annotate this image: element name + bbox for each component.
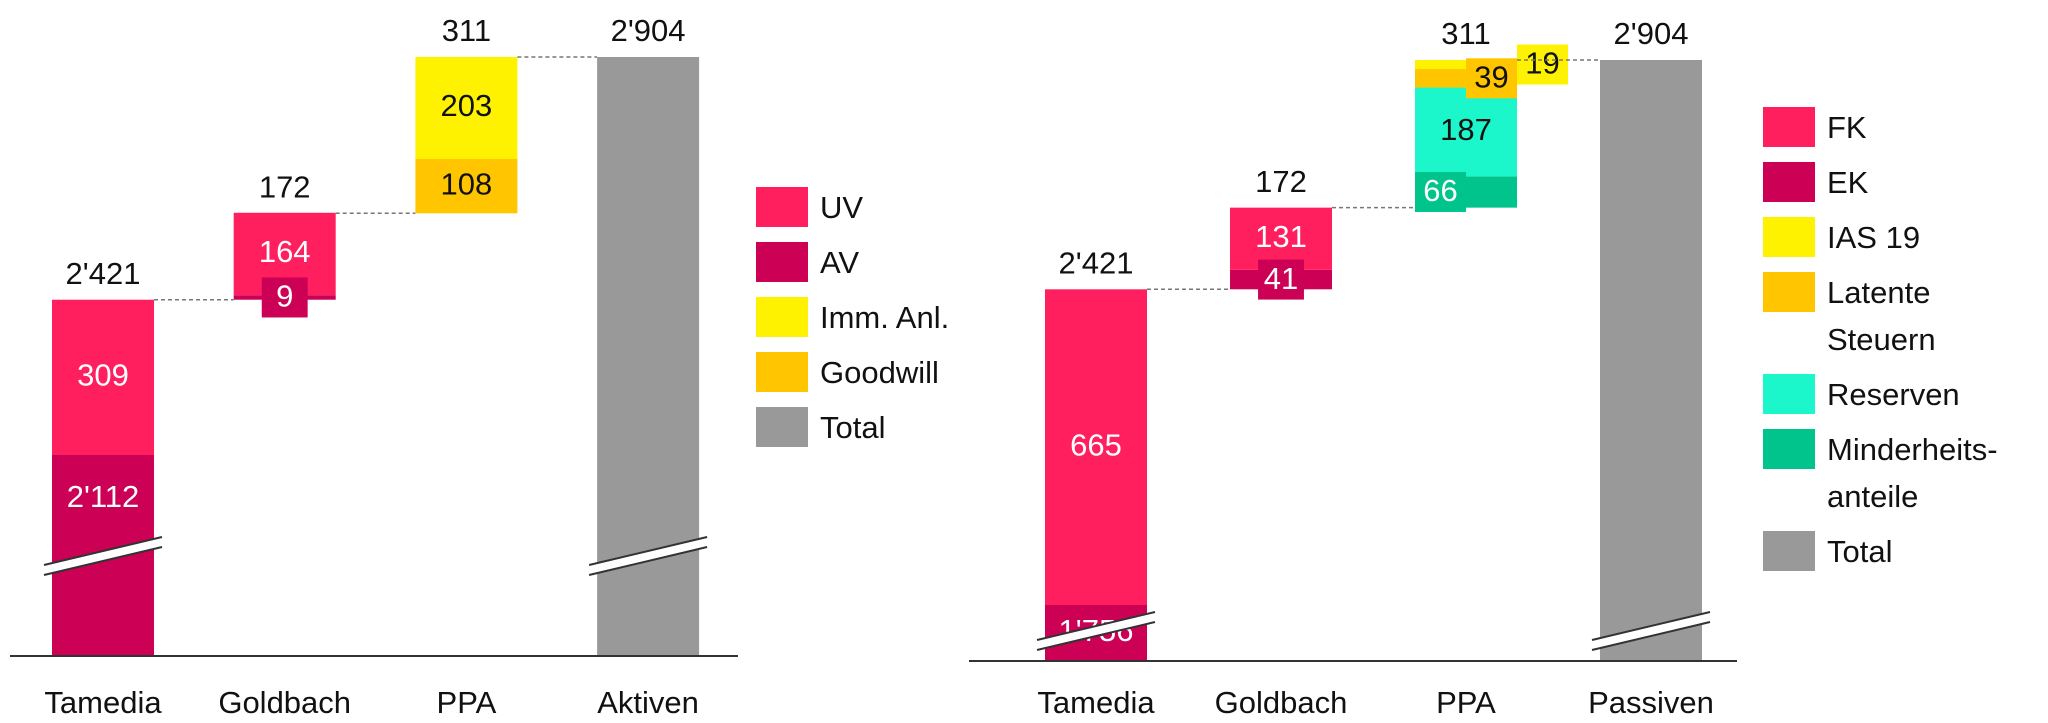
total-label: 172: [259, 169, 311, 204]
x-tick-label: Tamedia: [1037, 685, 1155, 720]
axis-break-line: [588, 536, 708, 566]
value-label: 41: [1264, 261, 1298, 296]
total-label: 311: [1441, 16, 1490, 51]
axis-break: [589, 537, 708, 575]
legend-item: Minderheits-anteile: [1763, 426, 2027, 520]
value-tab: [1517, 44, 1568, 85]
axis-break: [1037, 612, 1155, 650]
value-label: 187: [1440, 112, 1492, 147]
legend-item: IAS 19: [1763, 214, 2027, 261]
x-tick-label: Goldbach: [1215, 685, 1348, 720]
axis-break-line: [1036, 611, 1156, 641]
axis-break-line: [588, 546, 708, 576]
bar-total: [1600, 60, 1702, 661]
axis-break-line: [1036, 621, 1156, 651]
legend-label: FK: [1827, 110, 1867, 145]
value-label: 2'112: [67, 479, 140, 514]
legend-swatch: [1763, 272, 1815, 312]
legend-swatch: [1763, 429, 1815, 469]
bar-segment: [52, 299, 154, 455]
axis-break-line: [1591, 611, 1711, 641]
legend-item: Reserven: [1763, 371, 2027, 418]
legend-label: UV: [820, 190, 864, 225]
legend-swatch: [1763, 162, 1815, 202]
bar-segment: [1045, 289, 1147, 605]
total-label: 2'904: [1614, 16, 1689, 51]
axis-break: [1592, 612, 1710, 650]
legend-swatch: [1763, 531, 1815, 571]
legend-label: AV: [820, 245, 860, 280]
value-tab: [1415, 171, 1466, 212]
legend-swatch: [1763, 107, 1815, 147]
value-label: 66: [1423, 173, 1457, 208]
legend-swatch: [756, 242, 808, 282]
legend-item: Goodwill: [756, 349, 1020, 396]
legend-swatch: [1763, 217, 1815, 257]
legend-label: Goodwill: [820, 355, 939, 390]
legend-swatch: [756, 407, 808, 447]
x-tick-label: PPA: [437, 685, 497, 720]
total-label: 2'421: [66, 256, 141, 291]
legend-item: Total: [1763, 528, 2027, 575]
legend-swatch: [756, 187, 808, 227]
value-label: 19: [1525, 46, 1559, 81]
value-label: 309: [77, 358, 129, 393]
total-label: 2'421: [1059, 245, 1134, 280]
legend-item: Total: [756, 404, 1020, 451]
x-tick-label: Passiven: [1588, 685, 1714, 720]
legend-label: Total: [1827, 534, 1893, 569]
legend-label: Minderheits-anteile: [1827, 432, 1998, 514]
total-label: 311: [442, 13, 491, 48]
value-label: 9: [276, 279, 293, 314]
axis-break-line: [43, 546, 163, 576]
axis-break: [44, 537, 162, 575]
legend-swatch: [756, 297, 808, 337]
x-tick-label: PPA: [1436, 685, 1496, 720]
value-label: 164: [259, 234, 311, 269]
bar-segment: [415, 57, 518, 160]
legend-label: IAS 19: [1827, 220, 1921, 255]
legend-item: FK: [1763, 104, 2027, 151]
legend: UV AV Imm. Anl. Goodwill Total: [756, 184, 1020, 451]
value-tab: [261, 277, 308, 318]
bar-segment: [1415, 87, 1517, 177]
value-label: 203: [441, 88, 493, 123]
value-label: 39: [1474, 59, 1508, 94]
legend-item: EK: [1763, 159, 2027, 206]
bar-segment: [1230, 207, 1332, 270]
x-tick-label: Tamedia: [44, 685, 162, 720]
x-tick-label: Goldbach: [218, 685, 351, 720]
legend-item: Latente Steuern: [1763, 269, 2027, 363]
legend-label: Total: [820, 410, 886, 445]
legend-label: Latente Steuern: [1827, 275, 1936, 357]
legend-label: EK: [1827, 165, 1869, 200]
value-label: 665: [1070, 427, 1122, 462]
value-tab: [1258, 259, 1304, 300]
value-tab: [1466, 58, 1517, 99]
axis-break-line: [43, 536, 163, 566]
x-tick-label: Aktiven: [597, 685, 699, 720]
value-label: 131: [1255, 219, 1307, 254]
legend-item: UV: [756, 184, 1020, 231]
legend-swatch: [756, 352, 808, 392]
legend-label: Imm. Anl.: [820, 300, 950, 335]
legend-label: Reserven: [1827, 377, 1960, 412]
bar-segment: [415, 159, 518, 214]
total-label: 2'904: [611, 13, 686, 48]
legend: FK EK IAS 19 Latente Steuern Reserven Minderh…: [1763, 104, 2027, 575]
axis-break-line: [1591, 621, 1711, 651]
legend-swatch: [1763, 374, 1815, 414]
legend-item: Imm. Anl.: [756, 294, 1020, 341]
legend-item: AV: [756, 239, 1020, 286]
total-label: 172: [1255, 164, 1307, 199]
value-label: 108: [441, 166, 493, 201]
